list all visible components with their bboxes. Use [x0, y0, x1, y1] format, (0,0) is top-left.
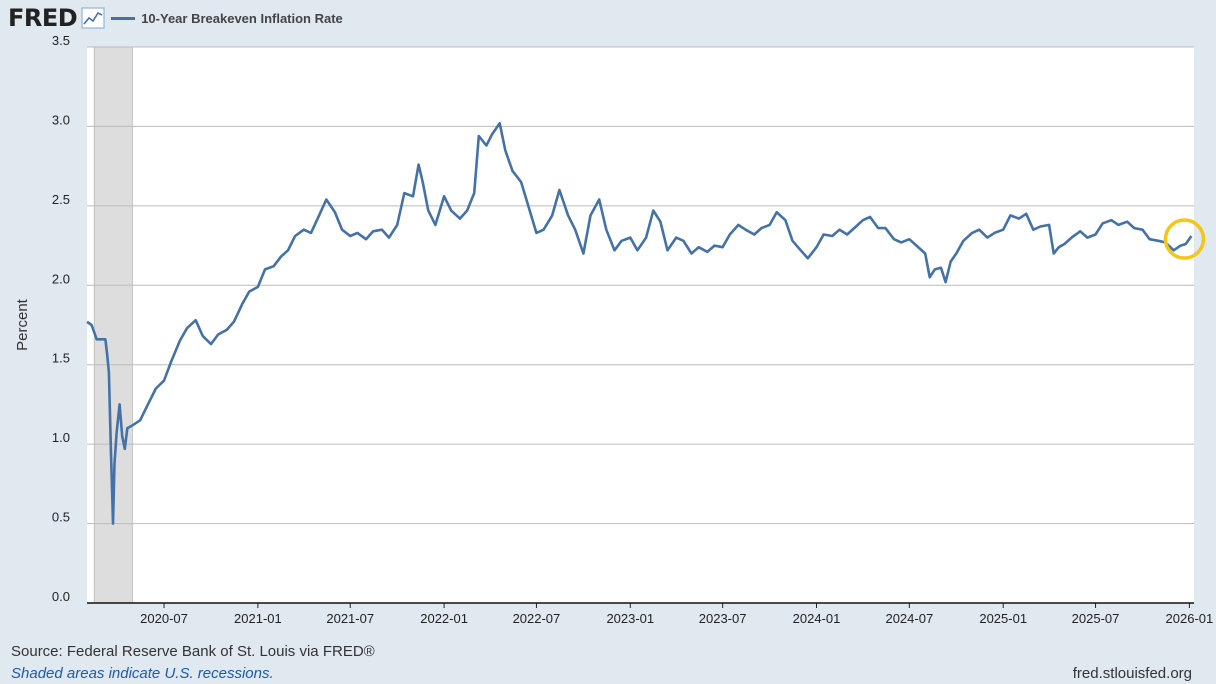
x-tick-label: 2022-07	[513, 611, 561, 626]
x-tick-label: 2024-07	[885, 611, 933, 626]
y-axis-label: Percent	[14, 298, 31, 351]
x-tick-label: 2025-07	[1072, 611, 1120, 626]
highlight-circle	[1163, 218, 1206, 260]
x-tick-label: 2023-01	[606, 611, 654, 626]
x-tick-label: 2021-07	[326, 611, 374, 626]
x-tick-label: 2021-01	[234, 611, 282, 626]
site-url[interactable]: fred.stlouisfed.org	[1072, 665, 1192, 682]
y-tick-label: 3.5	[52, 33, 70, 48]
chart-icon	[81, 7, 105, 29]
series-line	[86, 122, 1193, 525]
fred-logo[interactable]: FRED	[8, 4, 78, 32]
y-tick-label: 2.5	[52, 192, 70, 207]
chart-header: FRED 10-Year Breakeven Inflation Rate	[8, 4, 343, 32]
y-tick-label: 1.0	[52, 430, 70, 445]
y-tick-label: 2.0	[52, 271, 70, 286]
x-tick-label: 2022-01	[420, 611, 468, 626]
legend-swatch	[111, 16, 136, 20]
x-tick-label: 2026-01	[1166, 611, 1214, 626]
x-tick-label: 2024-01	[793, 611, 841, 626]
y-tick-label: 3.0	[52, 112, 70, 127]
line-chart[interactable]: 0.0 0.5 1.0 1.5 2.0 2.5 3.0 3.5 2020-07 2021-01 20…	[0, 0, 1216, 640]
legend: 10-Year Breakeven Inflation Rate	[111, 11, 343, 26]
y-tick-label: 0.5	[52, 510, 70, 525]
recession-note[interactable]: Shaded areas indicate U.S. recessions.	[11, 665, 274, 682]
y-tick-label: 0.0	[52, 589, 70, 604]
plot-area	[87, 47, 1194, 603]
x-tick-label: 2020-07	[140, 611, 188, 626]
x-tick-label: 2025-01	[979, 611, 1027, 626]
y-tick-label: 1.5	[52, 351, 70, 366]
source-note: Source: Federal Reserve Bank of St. Loui…	[11, 643, 375, 660]
x-tick-label: 2023-07	[699, 611, 747, 626]
legend-series-label[interactable]: 10-Year Breakeven Inflation Rate	[141, 10, 343, 26]
